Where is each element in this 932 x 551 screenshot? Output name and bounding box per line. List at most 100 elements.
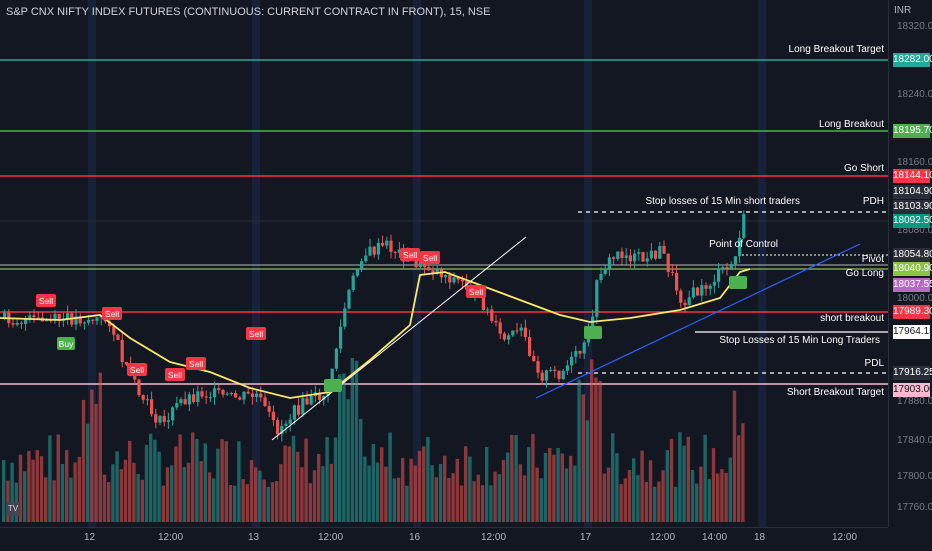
candle-body [721, 267, 725, 269]
candle-body [28, 315, 32, 320]
candle-body [234, 393, 238, 398]
candle-body [519, 327, 523, 331]
candle-body [330, 368, 334, 381]
volume-bar [417, 450, 422, 522]
volume-bar [98, 372, 102, 522]
candle-body [662, 246, 666, 254]
price-tag[interactable]: 18195.70 [893, 124, 932, 138]
tradingview-logo[interactable]: TV [6, 502, 20, 516]
time-tick-label: 14:00 [702, 532, 728, 543]
candle-body [490, 309, 494, 322]
sell-signal-label: Sell [168, 370, 182, 380]
volume-bar [48, 435, 52, 522]
volume-bar [128, 440, 132, 522]
volume-bar [724, 472, 728, 522]
price-tag[interactable]: 17916.25 [893, 366, 932, 380]
volume-bar [627, 470, 632, 522]
candle-body [166, 420, 170, 422]
candle-body [309, 395, 313, 405]
price-tick-label: 18240.00 [897, 89, 932, 100]
volume-bar [338, 374, 342, 522]
sell-signal-badge [420, 251, 440, 264]
volume-bar [212, 478, 216, 522]
volume-bar [161, 485, 165, 522]
candle-body [670, 271, 674, 273]
volume-bar [527, 447, 531, 522]
volume-bar [434, 477, 438, 522]
volume-bar [132, 462, 136, 522]
candle-body [32, 315, 36, 318]
candle-body [267, 406, 271, 412]
candle-body [444, 275, 448, 278]
volume-bar [514, 434, 518, 522]
candle-body [15, 322, 19, 325]
trendline [271, 236, 527, 441]
candle-body [263, 397, 267, 407]
volume-bar [39, 456, 44, 522]
volume-bar [266, 486, 270, 522]
candle-body [339, 326, 343, 349]
time-tick-label: 12:00 [650, 532, 676, 543]
volume-bar [69, 477, 73, 522]
volume-bar [577, 379, 581, 522]
candle-body [565, 365, 569, 371]
candle-body [53, 313, 57, 321]
volume-bar [711, 448, 716, 522]
volume-bar [443, 455, 447, 522]
candle-body [523, 327, 527, 338]
price-tag[interactable]: 18103.90 [893, 200, 932, 214]
candle-body [599, 273, 603, 281]
volume-bar [170, 465, 174, 522]
candle-body [528, 337, 532, 356]
candle-body [540, 372, 544, 381]
time-axis[interactable] [0, 527, 888, 551]
volume-bar [262, 479, 266, 522]
price-tag[interactable]: 17903.00 [893, 383, 932, 397]
candle-body [385, 240, 389, 246]
volume-bar [371, 443, 375, 522]
candle-body [196, 391, 200, 402]
price-tag[interactable]: 18092.50 [893, 214, 932, 228]
price-chart[interactable]: Sell Sell Sell Sell Sell Sell Sell Sell Sell Buy [0, 0, 888, 527]
candle-body [507, 335, 511, 340]
candle-body [557, 370, 561, 379]
currency-label[interactable]: INR [894, 5, 912, 16]
candle-body [229, 393, 233, 395]
level-label: PDL [864, 358, 884, 369]
price-tag[interactable]: 18040.90 [893, 262, 932, 276]
price-tag[interactable]: 17989.30 [893, 305, 932, 319]
candle-body [91, 319, 95, 321]
volume-bar [279, 464, 283, 522]
volume-bar [640, 450, 644, 522]
volume-bar [283, 445, 287, 522]
volume-bar [346, 399, 350, 522]
chart-title: S&P CNX NIFTY INDEX FUTURES (CONTINUOUS:… [6, 6, 491, 18]
candle-body [616, 251, 620, 259]
level-label: Long Breakout [818, 119, 884, 130]
price-tag[interactable]: 17964.15 [893, 325, 932, 339]
chart-pane[interactable]: Sell Sell Sell Sell Sell Sell Sell Sell Sell Buy [0, 0, 888, 527]
volume-bar [333, 437, 338, 522]
candle-body [654, 250, 658, 259]
candle-body [11, 323, 15, 325]
volume-bar [165, 467, 170, 522]
volume-bar [644, 481, 648, 522]
candle-body [675, 272, 679, 291]
price-tag[interactable]: 18282.00 [893, 53, 932, 67]
volume-bar [720, 469, 724, 522]
candle-body [381, 242, 385, 246]
candle-body [679, 290, 683, 303]
volume-bar [224, 441, 228, 522]
volume-bar [459, 485, 464, 522]
candle-body [578, 350, 582, 354]
price-tag[interactable]: 18037.55 [893, 278, 932, 292]
volume-bar [468, 456, 472, 522]
candle-body [137, 379, 141, 396]
volume-bar [10, 462, 14, 522]
price-tag[interactable]: 18104.90 [893, 185, 932, 199]
support-trendline [535, 243, 861, 399]
session-separator [584, 0, 592, 527]
price-tag[interactable]: 18144.10 [893, 169, 932, 183]
price-tick-label: 18080.00 [897, 225, 932, 236]
price-tag[interactable]: 18054.80 [893, 248, 932, 262]
